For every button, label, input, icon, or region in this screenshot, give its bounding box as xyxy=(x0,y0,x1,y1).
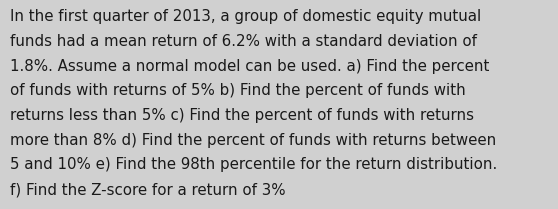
Text: funds had a mean return of 6.2% with a standard deviation of: funds had a mean return of 6.2% with a s… xyxy=(10,34,477,49)
Text: 5 and 10% e) Find the 98th percentile for the return distribution.: 5 and 10% e) Find the 98th percentile fo… xyxy=(10,157,497,172)
Text: of funds with returns of 5% b) Find the percent of funds with: of funds with returns of 5% b) Find the … xyxy=(10,83,466,98)
Text: 1.8%. Assume a normal model can be used. a) Find the percent: 1.8%. Assume a normal model can be used.… xyxy=(10,59,489,74)
Text: f) Find the Z-score for a return of 3%: f) Find the Z-score for a return of 3% xyxy=(10,182,286,197)
Text: more than 8% d) Find the percent of funds with returns between: more than 8% d) Find the percent of fund… xyxy=(10,133,496,148)
Text: returns less than 5% c) Find the percent of funds with returns: returns less than 5% c) Find the percent… xyxy=(10,108,474,123)
Text: In the first quarter of 2013, a group of domestic equity mutual: In the first quarter of 2013, a group of… xyxy=(10,9,482,24)
